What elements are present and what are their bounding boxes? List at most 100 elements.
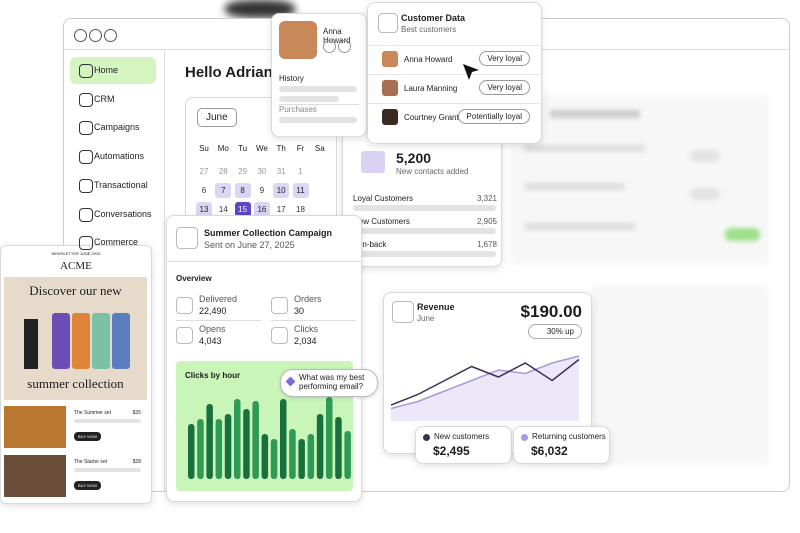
bar: [74, 468, 141, 472]
legend-swatch: [521, 434, 528, 441]
stat-label: Delivered: [199, 294, 238, 304]
email-brand: ACME: [60, 260, 92, 272]
customer-title: Customer Data: [401, 13, 466, 23]
row-value: 1,678: [476, 240, 497, 249]
avatar: [382, 80, 398, 96]
nav-icon: [79, 236, 93, 251]
nav-item[interactable]: Campaigns: [94, 122, 140, 133]
revenue-title: Revenue: [417, 302, 455, 312]
revenue-subtitle: June: [417, 314, 435, 323]
product-name: The Starter set: [74, 459, 108, 465]
customer-name: Courtney Grant: [404, 113, 459, 122]
row-value: 2,905: [476, 217, 497, 226]
day: 8: [234, 183, 251, 198]
nav-item[interactable]: CRM: [94, 93, 115, 104]
bar: [206, 404, 213, 479]
avatar: [382, 51, 398, 67]
legend-value: $2,495: [433, 444, 470, 458]
customer-name: Anna Howard: [404, 55, 453, 64]
nav-item[interactable]: Commerce: [94, 237, 139, 248]
buy-button[interactable]: BUY NOW: [74, 481, 102, 490]
greeting: Hello Adrian: [185, 64, 273, 81]
line: [391, 355, 580, 410]
nav-icon: [79, 92, 93, 107]
legend-name: Returning customers: [532, 432, 606, 441]
blurred-panel: [590, 285, 770, 465]
day: 28: [218, 167, 228, 176]
bar: [326, 397, 333, 479]
buy-button[interactable]: BUY NOW: [74, 432, 102, 441]
day: 29: [238, 167, 248, 176]
area: [391, 356, 579, 421]
bar: [243, 409, 250, 479]
revenue-chart: [391, 355, 580, 421]
row-bar: [353, 205, 496, 211]
contacts-caption: New contacts added: [396, 167, 469, 176]
day: 17: [276, 205, 286, 214]
avatar: [382, 109, 398, 125]
campaign-title: Summer Collection Campaign: [204, 228, 333, 238]
nav-icon: [79, 121, 93, 136]
stat-icon: [271, 327, 288, 344]
product-price: $35: [132, 410, 141, 416]
contacts-card: 5,200 New contacts added Loyal Customers…: [342, 132, 502, 267]
nav-icon: [79, 150, 93, 165]
product-image: [4, 406, 66, 448]
legend-card: Returning customers $6,032: [513, 426, 610, 464]
day: 30: [257, 167, 267, 176]
customer-subtitle: Best customers: [401, 25, 457, 34]
day: 16: [253, 202, 270, 217]
day: 11: [292, 183, 309, 198]
weekday: Tu: [238, 144, 248, 153]
weekday: Su: [199, 144, 209, 153]
divider: [368, 45, 541, 46]
bar: [234, 399, 241, 479]
bar: [335, 417, 342, 479]
revenue-change: 30% up: [527, 324, 582, 339]
customer-name: Laura Manning: [404, 84, 458, 93]
day: 15: [234, 202, 251, 217]
bar: [188, 424, 195, 479]
ai-prompt[interactable]: What was my best performing email?: [280, 369, 378, 397]
campaign-card: Summer Collection Campaign Sent on June …: [166, 215, 362, 502]
legend-swatch: [423, 434, 430, 441]
history: History: [279, 74, 304, 83]
row-bar: [353, 251, 496, 257]
weekday: Mo: [217, 144, 229, 153]
contact-card: Anna Howard History Purchases: [271, 13, 367, 137]
stat-value: 22,490: [199, 306, 227, 316]
row-label: New Customers: [353, 217, 410, 226]
contact-name: Anna Howard: [323, 27, 351, 45]
campaign-subtitle: Sent on June 27, 2025: [204, 240, 295, 250]
nav-icon: [79, 178, 93, 193]
nav-item[interactable]: Transactional: [94, 179, 148, 190]
email-headline: Discover our new: [29, 283, 122, 298]
chart-title: Clicks by hour: [185, 371, 241, 380]
nav-item[interactable]: Conversations: [94, 208, 152, 219]
bar: [344, 431, 351, 479]
divider: [271, 320, 356, 321]
day: 9: [259, 186, 265, 195]
stat-label: Orders: [294, 294, 322, 304]
email-kicker: NEWSLETTER JUNE 2025: [51, 251, 101, 256]
loyalty-tag: Potentially loyal: [458, 109, 530, 124]
divider: [176, 320, 261, 321]
prompt-text: What was my best performing email?: [299, 373, 365, 391]
nav-item[interactable]: Automations: [94, 151, 145, 162]
stat-label: Clicks: [294, 324, 318, 334]
row-bar: [353, 228, 496, 234]
stat-label: Opens: [199, 324, 226, 334]
product-name: The Summer set: [74, 410, 111, 416]
row-label: Loyal Customers: [353, 194, 414, 203]
row-label: Win-back: [353, 240, 387, 249]
contacts-total: 5,200: [396, 150, 432, 166]
nav-item[interactable]: Home: [70, 57, 156, 84]
month: June: [197, 108, 237, 127]
bar: [74, 419, 141, 423]
bar: [224, 414, 232, 479]
bar: [280, 399, 287, 479]
divider: [368, 74, 541, 75]
product-image: [4, 455, 66, 497]
day: 27: [199, 167, 209, 176]
